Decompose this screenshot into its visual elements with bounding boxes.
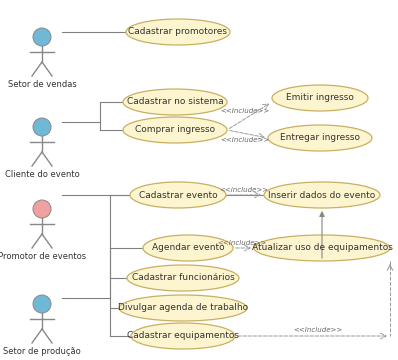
Text: <<Include>>: <<Include>> [220, 108, 269, 114]
Text: <<include>>: <<include>> [219, 187, 269, 193]
Text: Atualizar uso de equipamentos: Atualizar uso de equipamentos [252, 243, 392, 252]
Text: Comprar ingresso: Comprar ingresso [135, 126, 215, 135]
Ellipse shape [254, 235, 390, 261]
Text: Cadastrar no sistema: Cadastrar no sistema [127, 98, 223, 107]
Text: <<Include>>: <<Include>> [293, 327, 343, 333]
Text: Setor de produção: Setor de produção [3, 347, 81, 356]
Text: Cliente do evento: Cliente do evento [5, 170, 79, 179]
Text: Emitir ingresso: Emitir ingresso [286, 94, 354, 103]
Text: <<Include>>: <<Include>> [217, 240, 267, 246]
Text: Agendar evento: Agendar evento [152, 243, 224, 252]
Text: Cadastrar funcionários: Cadastrar funcionários [132, 274, 234, 283]
Text: Inserir dados do evento: Inserir dados do evento [268, 190, 376, 199]
Text: Setor de vendas: Setor de vendas [8, 80, 76, 89]
Text: Divulgar agenda de trabalho: Divulgar agenda de trabalho [118, 303, 248, 312]
Text: Entregar ingresso: Entregar ingresso [280, 134, 360, 143]
Ellipse shape [143, 235, 233, 261]
Text: Cadastrar equipamentos: Cadastrar equipamentos [127, 332, 239, 341]
Text: Cadastrar evento: Cadastrar evento [139, 190, 217, 199]
Text: <<Include>>: <<Include>> [220, 137, 269, 143]
Ellipse shape [127, 265, 239, 291]
Circle shape [33, 200, 51, 218]
Text: Cadastrar promotores: Cadastrar promotores [129, 27, 228, 36]
Ellipse shape [272, 85, 368, 111]
Circle shape [33, 28, 51, 46]
Ellipse shape [131, 323, 235, 349]
Text: Promotor de eventos: Promotor de eventos [0, 252, 86, 261]
Ellipse shape [119, 295, 247, 321]
Ellipse shape [130, 182, 226, 208]
Circle shape [33, 118, 51, 136]
Ellipse shape [126, 19, 230, 45]
Ellipse shape [264, 182, 380, 208]
Ellipse shape [123, 89, 227, 115]
Circle shape [33, 295, 51, 313]
Ellipse shape [123, 117, 227, 143]
Ellipse shape [268, 125, 372, 151]
